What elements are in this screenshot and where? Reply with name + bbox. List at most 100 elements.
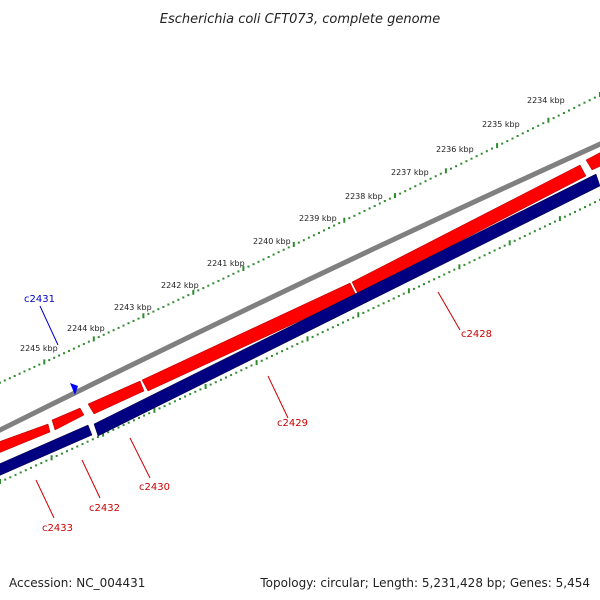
gene-label-c2430[interactable]: c2430 [139, 482, 170, 493]
inner-minor-tick [138, 416, 140, 419]
forward-feature-3[interactable] [87, 380, 145, 415]
inner-major-tick [508, 240, 511, 246]
outer-minor-tick [516, 135, 519, 137]
forward-feature-4[interactable] [141, 282, 357, 392]
inner-minor-tick [260, 359, 263, 362]
inner-minor-tick [281, 350, 284, 353]
outer-minor-tick [429, 177, 432, 180]
inner-minor-tick [579, 208, 581, 211]
inner-minor-tick [199, 388, 202, 391]
inner-minor-tick [316, 333, 319, 336]
outer-minor-tick [378, 202, 381, 205]
outer-minor-tick [72, 347, 75, 350]
inner-minor-tick [189, 393, 192, 396]
inner-minor-tick [533, 230, 536, 233]
inner-minor-tick [66, 450, 68, 453]
inner-minor-tick [240, 369, 243, 372]
outer-minor-tick [262, 258, 265, 261]
inner-minor-tick [423, 283, 425, 286]
outer-minor-tick [318, 231, 320, 234]
inner-minor-tick [438, 275, 441, 278]
inner-minor-tick [342, 321, 344, 324]
tick-label-2234: 2234 kbp [527, 96, 565, 105]
inner-minor-tick [250, 364, 253, 367]
outer-minor-tick [272, 253, 275, 256]
reverse-feature-1[interactable] [0, 424, 93, 478]
inner-minor-tick [553, 220, 556, 223]
inner-minor-tick [377, 304, 380, 307]
gene-label-c2432[interactable]: c2432 [89, 503, 120, 514]
forward-feature-2[interactable] [51, 407, 85, 431]
tick-label-2244: 2244 kbp [67, 324, 105, 333]
gene-label-c2428[interactable]: c2428 [461, 329, 492, 340]
inner-minor-tick [86, 440, 89, 443]
outer-minor-tick [323, 229, 325, 232]
outer-minor-tick [470, 157, 473, 160]
inner-minor-tick [563, 215, 566, 218]
gene-label-c2433[interactable]: c2433 [42, 523, 73, 534]
outer-minor-tick [217, 279, 220, 282]
outer-major-tick [547, 117, 550, 123]
outer-minor-tick [568, 109, 570, 112]
outer-minor-tick [465, 160, 468, 163]
inner-minor-tick [402, 292, 405, 295]
inner-minor-tick [589, 203, 591, 206]
inner-minor-tick [4, 478, 7, 481]
inner-minor-tick [225, 376, 227, 379]
inner-minor-tick [24, 469, 27, 472]
outer-minor-tick [122, 324, 125, 327]
gene-marker-c2431[interactable] [70, 383, 78, 395]
inner-minor-tick [76, 445, 79, 448]
outer-minor-tick [409, 187, 412, 190]
inner-minor-tick [382, 302, 385, 305]
inner-minor-tick [158, 407, 161, 410]
gene-label-c2431[interactable]: c2431 [24, 294, 55, 305]
outer-minor-tick [157, 308, 160, 311]
outer-minor-tick [399, 192, 402, 195]
inner-major-tick [204, 384, 207, 389]
reverse-feature-2[interactable] [93, 173, 600, 437]
inner-minor-tick [518, 237, 521, 240]
inner-minor-tick [194, 390, 197, 393]
outer-minor-tick [475, 155, 478, 158]
tick-label-2240: 2240 kbp [253, 237, 291, 246]
inner-minor-tick [498, 247, 501, 250]
inner-minor-tick [60, 452, 63, 455]
outer-minor-tick [187, 294, 190, 297]
outer-minor-tick [167, 303, 170, 306]
forward-feature-6[interactable] [585, 150, 600, 171]
gene-label-c2429[interactable]: c2429 [277, 418, 308, 429]
outer-major-tick [242, 266, 245, 271]
tick-label-2239: 2239 kbp [299, 214, 337, 223]
inner-minor-tick [219, 378, 222, 381]
inner-minor-tick [528, 232, 531, 235]
outer-minor-tick [18, 372, 21, 375]
outer-minor-tick [53, 356, 56, 359]
inner-major-tick [357, 312, 360, 318]
forward-feature-5[interactable] [351, 164, 587, 295]
outer-minor-tick [373, 205, 376, 207]
inner-minor-tick [122, 424, 125, 427]
inner-minor-tick [245, 366, 248, 369]
leader-c2432 [81, 459, 101, 499]
forward-feature-1[interactable] [0, 423, 51, 455]
outer-minor-tick [147, 312, 150, 315]
inner-minor-tick [453, 268, 456, 271]
outer-major-tick [192, 289, 195, 295]
outer-minor-tick [77, 345, 80, 348]
outer-minor-tick [383, 200, 386, 202]
inner-minor-tick [493, 249, 496, 252]
outer-minor-tick [307, 236, 310, 239]
inner-minor-tick [35, 464, 38, 467]
outer-minor-tick [112, 329, 115, 332]
inner-minor-tick [488, 251, 491, 254]
outer-major-tick [142, 313, 145, 319]
outer-minor-tick [117, 326, 120, 329]
outer-minor-tick [506, 140, 509, 143]
outer-minor-tick [23, 370, 26, 373]
outer-minor-tick [38, 363, 41, 366]
outer-minor-tick [137, 317, 140, 320]
inner-minor-tick [428, 280, 431, 283]
outer-major-tick [444, 168, 447, 174]
outer-minor-tick [532, 127, 534, 130]
